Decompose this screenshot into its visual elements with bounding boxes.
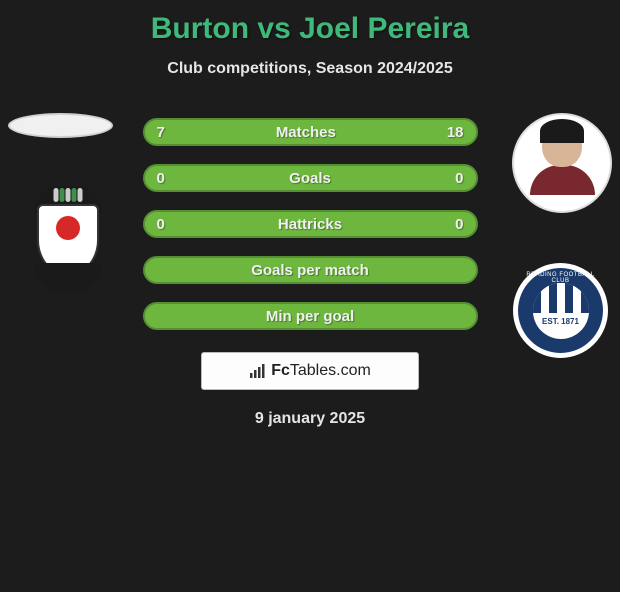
stat-bar-matches: 7 Matches 18	[143, 118, 478, 146]
stat-bar-min-per-goal: Min per goal	[143, 302, 478, 330]
badge-inner: EST. 1871	[533, 283, 589, 339]
stat-left-value: 0	[157, 216, 165, 233]
player-right-avatar	[512, 113, 612, 213]
stat-left-value: 0	[157, 170, 165, 187]
stat-right-value: 0	[455, 170, 463, 187]
badge-est-text: EST. 1871	[542, 317, 579, 326]
stat-bars: 7 Matches 18 0 Goals 0 0 Hattricks 0 Goa…	[143, 118, 478, 330]
page-title: Burton vs Joel Pereira	[0, 12, 620, 46]
portrait-head	[542, 123, 582, 167]
watermark-badge: FcTables.com	[201, 352, 419, 390]
badge-ball-icon	[56, 216, 80, 240]
stat-bar-goals: 0 Goals 0	[143, 164, 478, 192]
watermark-text: FcTables.com	[271, 362, 371, 380]
stat-label: Min per goal	[266, 308, 354, 325]
badge-ring-text: READING FOOTBALL CLUB	[518, 272, 603, 284]
date-text: 9 january 2025	[0, 410, 620, 428]
club-badge-right: READING FOOTBALL CLUB EST. 1871	[513, 263, 608, 358]
portrait-shoulders	[530, 165, 595, 195]
stat-right-value: 18	[447, 124, 464, 141]
badge-feathers	[54, 188, 83, 202]
content-area: READING FOOTBALL CLUB EST. 1871 7 Matche…	[0, 118, 620, 428]
stat-left-value: 7	[157, 124, 165, 141]
stat-bar-hattricks: 0 Hattricks 0	[143, 210, 478, 238]
player-portrait	[527, 118, 597, 208]
stat-label: Goals	[289, 170, 331, 187]
wrexham-badge	[23, 186, 113, 291]
club-badge-left	[18, 183, 118, 293]
badge-stripes	[533, 283, 589, 313]
stat-label: Hattricks	[278, 216, 342, 233]
badge-text	[33, 263, 103, 293]
chart-icon	[249, 363, 265, 379]
stat-label: Goals per match	[251, 262, 369, 279]
reading-badge: READING FOOTBALL CLUB EST. 1871	[518, 268, 603, 353]
player-left-avatar	[8, 113, 113, 138]
stat-label: Matches	[276, 124, 336, 141]
stat-right-value: 0	[455, 216, 463, 233]
portrait-hair	[540, 119, 584, 143]
subtitle: Club competitions, Season 2024/2025	[0, 60, 620, 78]
stat-bar-goals-per-match: Goals per match	[143, 256, 478, 284]
